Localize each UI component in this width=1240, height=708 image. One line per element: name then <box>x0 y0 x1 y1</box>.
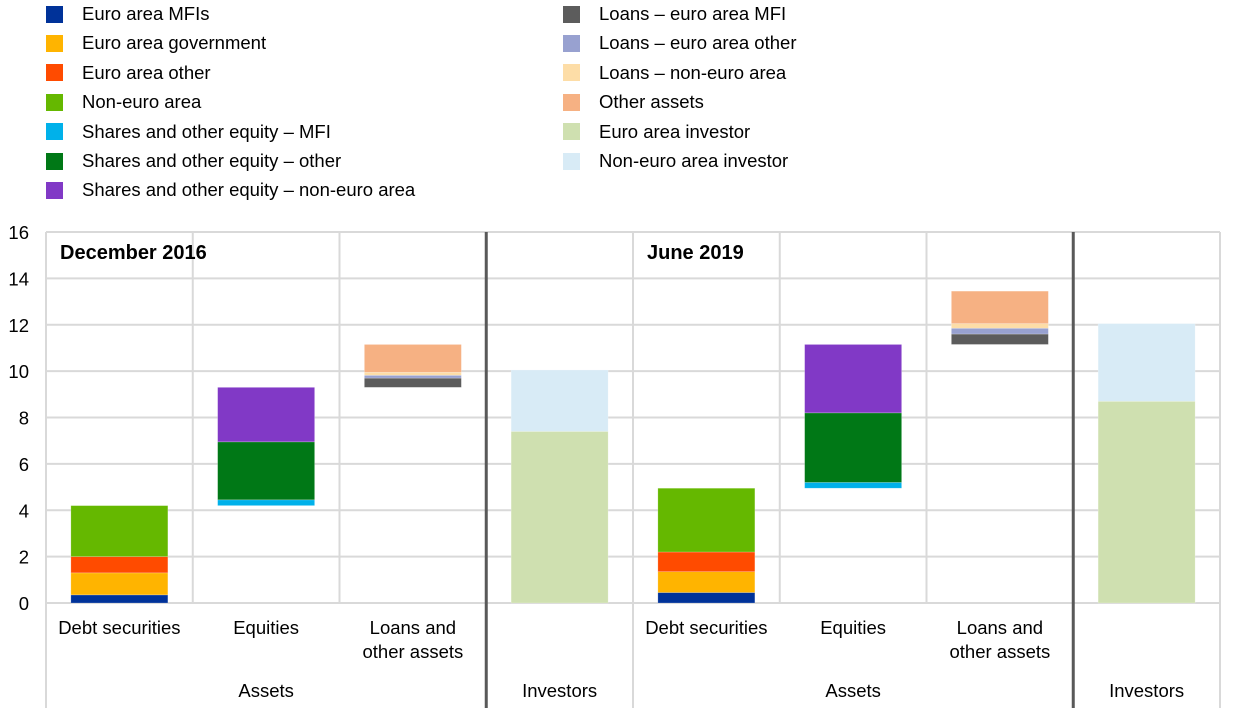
legend-item: Loans – non-euro area <box>563 62 786 84</box>
category-label: Equities <box>820 617 886 638</box>
panel-title: June 2019 <box>647 242 744 264</box>
group-label: Assets <box>238 680 294 701</box>
legend-swatch <box>563 5 580 23</box>
bar-segment-loans-non-euro <box>951 323 1049 329</box>
legend-label: Loans – euro area MFI <box>599 3 787 24</box>
legend-swatch <box>46 123 63 141</box>
bar-segment-loans-other <box>364 374 462 379</box>
group-label: Investors <box>522 680 597 701</box>
legend-item: Loans – euro area MFI <box>563 3 786 25</box>
y-tick-label: 12 <box>8 315 29 336</box>
bar-segment-shares-non-euro <box>217 387 315 443</box>
category-label: Loans and <box>957 617 1043 638</box>
legend-item: Shares and other equity – MFI <box>46 121 331 143</box>
bar-segment-loans-other <box>951 327 1049 335</box>
bar-segment-shares-non-euro <box>804 344 902 414</box>
legend-label: Euro area investor <box>599 120 751 142</box>
legend-item: Shares and other equity – other <box>46 150 341 172</box>
bar-segment-shares-other <box>217 441 315 501</box>
legend-swatch <box>46 34 63 52</box>
legend-label: Loans – euro area other <box>599 32 797 54</box>
category-label: Debt securities <box>645 617 767 638</box>
bar-segment-loans-mfi <box>951 333 1049 345</box>
legend-label: Non-euro area investor <box>599 150 789 171</box>
legend-label: Shares and other equity – other <box>82 150 342 171</box>
bar-segment-euro-investor <box>1097 400 1196 604</box>
legend-item: Other assets <box>563 91 704 113</box>
category-label: Debt securities <box>58 617 180 638</box>
bar-segment-euro-area-mfis <box>657 592 756 604</box>
y-tick-label: 14 <box>8 268 29 289</box>
bar-segment-euro-area-government <box>657 571 756 593</box>
y-tick-label: 8 <box>19 408 29 429</box>
legend-item: Non-euro area <box>46 91 201 113</box>
panel-title: December 2016 <box>60 242 207 264</box>
legend-swatch <box>46 93 63 111</box>
legend-swatch <box>46 5 63 23</box>
bar-segment-non-euro-area <box>657 487 756 553</box>
legend-swatch <box>563 93 580 111</box>
group-label: Assets <box>825 680 881 701</box>
bar-segment-loans-mfi <box>364 377 462 388</box>
bar-segment-non-euro-investor <box>1097 323 1196 402</box>
legend-item: Shares and other equity – non-euro area <box>46 179 415 201</box>
legend-item: Euro area MFIs <box>46 3 210 25</box>
y-tick-label: 10 <box>8 361 29 382</box>
bar-segment-euro-investor <box>510 431 609 604</box>
legend-swatch <box>563 152 580 170</box>
bar-segment-shares-mfi <box>804 482 902 489</box>
y-tick-label: 6 <box>19 454 29 475</box>
group-label: Investors <box>1109 680 1184 701</box>
legend-label: Non-euro area <box>82 91 202 113</box>
legend-label: Loans – non-euro area <box>599 61 787 83</box>
legend-label: Other assets <box>599 91 704 113</box>
legend-swatch <box>46 64 63 82</box>
bar-segment-non-euro-area <box>70 505 169 557</box>
legend-label: Euro area government <box>82 32 267 54</box>
legend-swatch <box>46 181 63 199</box>
bar-segment-shares-other <box>804 412 902 483</box>
bar-segment-loans-non-euro <box>364 371 462 376</box>
bar-segment-other-assets <box>951 290 1049 324</box>
category-label: Equities <box>233 617 299 638</box>
legend-label: Shares and other equity – MFI <box>82 120 331 142</box>
legend-label: Euro area other <box>82 61 211 83</box>
legend-item: Non-euro area investor <box>563 150 788 172</box>
legend-label: Shares and other equity – non-euro area <box>82 179 416 201</box>
bar-segment-non-euro-investor <box>510 369 609 432</box>
bar-segment-shares-mfi <box>217 499 315 506</box>
y-tick-label: 2 <box>19 547 29 568</box>
legend-item: Loans – euro area other <box>563 32 796 54</box>
legend-item: Euro area government <box>46 32 266 54</box>
y-tick-label: 0 <box>19 593 29 614</box>
category-label: other assets <box>949 641 1050 662</box>
category-label: Loans and <box>370 617 456 638</box>
bar-segment-euro-area-government <box>70 572 169 596</box>
category-label: other assets <box>362 641 463 662</box>
y-tick-label: 16 <box>8 222 29 243</box>
bar-segment-euro-area-other <box>657 551 756 572</box>
legend-item: Euro area investor <box>563 121 750 143</box>
legend-item: Euro area other <box>46 62 211 84</box>
bar-segment-euro-area-mfis <box>70 594 169 604</box>
legend-swatch <box>563 123 580 141</box>
bar-segment-euro-area-other <box>70 556 169 574</box>
legend-label: Euro area MFIs <box>82 3 210 24</box>
legend-swatch <box>563 64 580 82</box>
y-tick-label: 4 <box>19 500 29 521</box>
bar-segment-other-assets <box>364 344 462 373</box>
legend-swatch <box>563 34 580 52</box>
legend-swatch <box>46 152 63 170</box>
